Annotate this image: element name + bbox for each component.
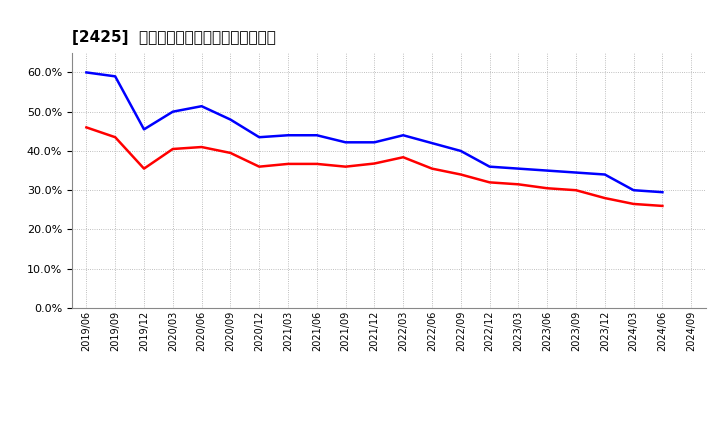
固定比率 <box>341 139 350 145</box>
固定比率 <box>572 170 580 175</box>
固定長期適合率 <box>168 147 177 152</box>
固定長期適合率 <box>255 164 264 169</box>
固定比率 <box>514 166 523 171</box>
固定比率 <box>226 117 235 122</box>
固定比率 <box>111 74 120 79</box>
固定長期適合率 <box>341 164 350 169</box>
固定長期適合率 <box>82 125 91 130</box>
固定長期適合率 <box>572 187 580 193</box>
固定比率 <box>456 148 465 154</box>
Line: 固定比率: 固定比率 <box>86 73 662 192</box>
固定比率 <box>255 135 264 140</box>
固定長期適合率 <box>226 150 235 156</box>
固定長期適合率 <box>485 180 494 185</box>
固定長期適合率 <box>456 172 465 177</box>
固定比率 <box>168 109 177 114</box>
固定長期適合率 <box>370 161 379 166</box>
固定比率 <box>284 132 292 138</box>
固定長期適合率 <box>600 195 609 201</box>
固定長期適合率 <box>111 135 120 140</box>
固定比率 <box>600 172 609 177</box>
固定比率 <box>629 187 638 193</box>
固定長期適合率 <box>543 186 552 191</box>
固定比率 <box>543 168 552 173</box>
固定長期適合率 <box>428 166 436 171</box>
Text: [2425]  固定比率、固定長期適合率の推移: [2425] 固定比率、固定長期適合率の推移 <box>72 29 276 45</box>
固定比率 <box>370 139 379 145</box>
固定比率 <box>399 132 408 138</box>
固定比率 <box>428 140 436 146</box>
固定長期適合率 <box>312 161 321 167</box>
固定比率 <box>658 190 667 195</box>
固定長期適合率 <box>284 161 292 167</box>
固定長期適合率 <box>658 203 667 209</box>
固定比率 <box>82 70 91 75</box>
固定比率 <box>140 127 148 132</box>
固定比率 <box>312 132 321 138</box>
Line: 固定長期適合率: 固定長期適合率 <box>86 128 662 206</box>
固定長期適合率 <box>514 182 523 187</box>
固定長期適合率 <box>197 144 206 150</box>
固定比率 <box>197 103 206 109</box>
固定比率 <box>485 164 494 169</box>
固定長期適合率 <box>399 154 408 160</box>
固定長期適合率 <box>140 166 148 171</box>
固定長期適合率 <box>629 202 638 207</box>
